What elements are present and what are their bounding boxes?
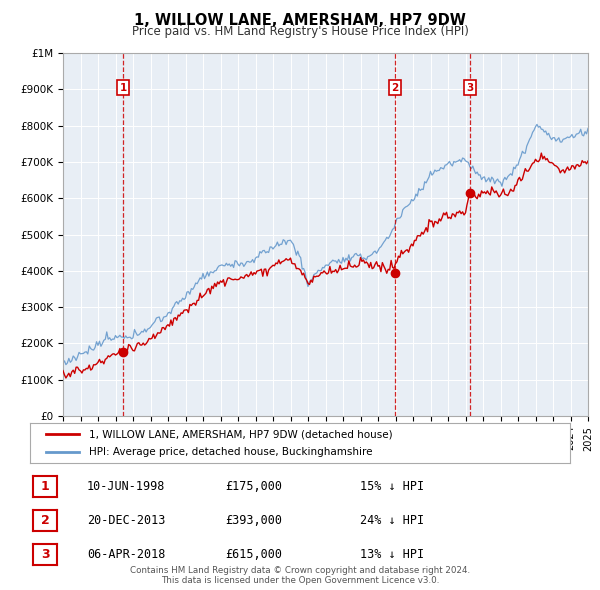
Text: 1: 1 xyxy=(119,83,127,93)
Text: 2: 2 xyxy=(391,83,398,93)
Text: 2: 2 xyxy=(41,514,49,527)
Text: Contains HM Land Registry data © Crown copyright and database right 2024.
This d: Contains HM Land Registry data © Crown c… xyxy=(130,566,470,585)
Text: 13% ↓ HPI: 13% ↓ HPI xyxy=(360,548,424,561)
Text: 24% ↓ HPI: 24% ↓ HPI xyxy=(360,514,424,527)
Text: 10-JUN-1998: 10-JUN-1998 xyxy=(87,480,166,493)
Text: 20-DEC-2013: 20-DEC-2013 xyxy=(87,514,166,527)
Text: Price paid vs. HM Land Registry's House Price Index (HPI): Price paid vs. HM Land Registry's House … xyxy=(131,25,469,38)
Text: £615,000: £615,000 xyxy=(225,548,282,561)
Text: 3: 3 xyxy=(41,548,49,561)
Text: HPI: Average price, detached house, Buckinghamshire: HPI: Average price, detached house, Buck… xyxy=(89,447,373,457)
Text: £175,000: £175,000 xyxy=(225,480,282,493)
Text: £393,000: £393,000 xyxy=(225,514,282,527)
Text: 3: 3 xyxy=(466,83,473,93)
Text: 1, WILLOW LANE, AMERSHAM, HP7 9DW: 1, WILLOW LANE, AMERSHAM, HP7 9DW xyxy=(134,13,466,28)
Text: 06-APR-2018: 06-APR-2018 xyxy=(87,548,166,561)
Text: 15% ↓ HPI: 15% ↓ HPI xyxy=(360,480,424,493)
Text: 1, WILLOW LANE, AMERSHAM, HP7 9DW (detached house): 1, WILLOW LANE, AMERSHAM, HP7 9DW (detac… xyxy=(89,430,393,440)
Text: 1: 1 xyxy=(41,480,49,493)
